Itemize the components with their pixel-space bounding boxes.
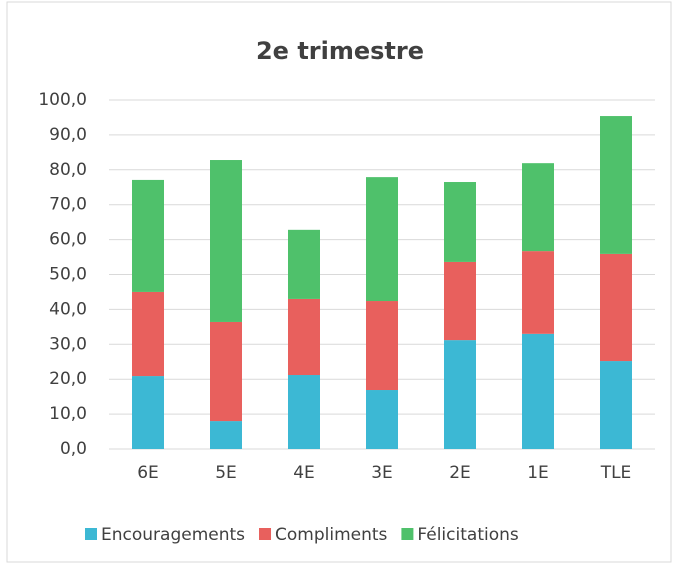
y-tick-label: 60,0	[49, 230, 87, 250]
y-tick-label: 70,0	[49, 195, 87, 215]
bar-segment	[132, 291, 164, 377]
legend-label: Compliments	[275, 525, 388, 545]
bar-segment	[600, 116, 632, 254]
y-tick-label: 50,0	[49, 265, 87, 285]
x-tick-label: 3E	[371, 463, 393, 483]
bar-segment	[444, 182, 476, 262]
bar-segment	[288, 375, 320, 449]
x-tick-label: TLE	[600, 463, 632, 483]
bar-segment	[366, 390, 398, 449]
bar-segment	[366, 177, 398, 302]
bar-segment	[132, 376, 164, 449]
bar-segment	[288, 229, 320, 299]
x-tick-label: 4E	[293, 463, 315, 483]
chart-title: 2e trimestre	[256, 37, 424, 65]
y-tick-label: 40,0	[49, 299, 87, 319]
x-tick-label: 2E	[449, 463, 471, 483]
x-tick-label: 5E	[215, 463, 237, 483]
bar-segment	[366, 301, 398, 391]
y-tick-label: 10,0	[49, 404, 87, 424]
legend-swatch	[259, 528, 272, 540]
bar-segment	[210, 321, 242, 422]
bar-segment	[600, 361, 632, 449]
y-tick-label: 90,0	[49, 125, 87, 145]
bar-segment	[444, 340, 476, 449]
bar-segment	[522, 251, 554, 334]
bar-segment	[522, 163, 554, 252]
y-tick-label: 100,0	[38, 90, 87, 110]
bar-segment	[210, 421, 242, 449]
bar-segment	[288, 298, 320, 376]
x-tick-label: 6E	[137, 463, 159, 483]
legend-label: Félicitations	[417, 525, 518, 545]
x-tick-label: 1E	[527, 463, 549, 483]
y-tick-label: 20,0	[49, 369, 87, 389]
legend-label: Encouragements	[101, 525, 245, 545]
legend-swatch	[401, 528, 414, 540]
bar-segment	[600, 253, 632, 362]
y-tick-label: 80,0	[49, 160, 87, 180]
y-tick-label: 0,0	[60, 439, 87, 459]
y-tick-label: 30,0	[49, 334, 87, 354]
bar-segment	[522, 333, 554, 449]
legend-swatch	[85, 528, 97, 540]
bar-segment	[132, 179, 164, 292]
chart-frame	[6, 1, 672, 563]
bar-segment	[210, 160, 242, 322]
bar-segment	[444, 261, 476, 341]
